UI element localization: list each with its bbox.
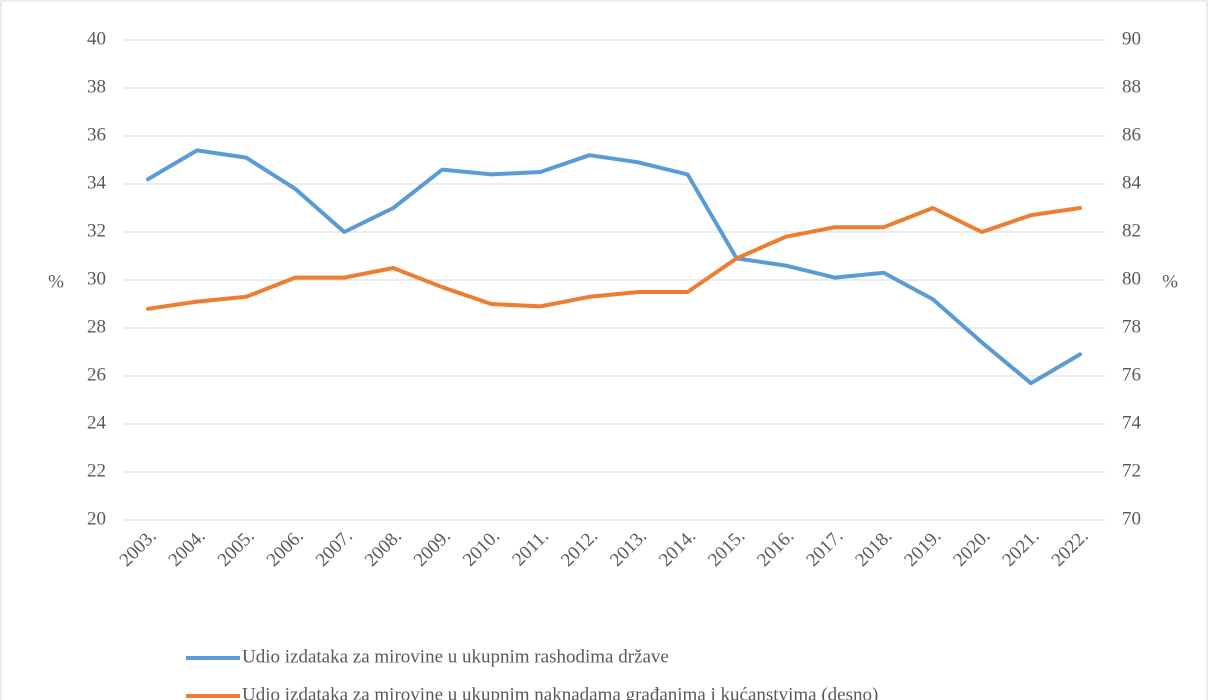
y-tick-label: 38 xyxy=(87,76,106,97)
y-tick-label: 20 xyxy=(87,508,106,529)
legend-label: Udio izdataka za mirovine u ukupnim nakn… xyxy=(242,684,878,700)
y2-tick-label: 90 xyxy=(1122,28,1141,49)
y2-tick-label: 88 xyxy=(1122,76,1141,97)
y-axis-label: % xyxy=(48,271,64,292)
y-tick-label: 28 xyxy=(87,316,106,337)
y2-tick-label: 84 xyxy=(1122,172,1142,193)
y-tick-label: 26 xyxy=(87,364,106,385)
y-tick-label: 24 xyxy=(87,412,107,433)
y2-tick-label: 70 xyxy=(1122,508,1141,529)
series-line xyxy=(146,148,1082,386)
y-tick-label: 40 xyxy=(87,28,106,49)
y2-tick-label: 80 xyxy=(1122,268,1141,289)
series-line xyxy=(146,206,1082,311)
y2-tick-label: 72 xyxy=(1122,460,1141,481)
y-tick-label: 36 xyxy=(87,124,106,145)
y2-tick-label: 82 xyxy=(1122,220,1141,241)
legend-label: Udio izdataka za mirovine u ukupnim rash… xyxy=(242,646,669,667)
y2-tick-label: 78 xyxy=(1122,316,1141,337)
y-tick-label: 30 xyxy=(87,268,106,289)
y2-tick-label: 76 xyxy=(1122,364,1141,385)
y2-axis-label: % xyxy=(1162,271,1178,292)
y2-tick-label: 86 xyxy=(1122,124,1141,145)
y-tick-label: 32 xyxy=(87,220,106,241)
y2-tick-label: 74 xyxy=(1122,412,1142,433)
y-tick-label: 34 xyxy=(87,172,107,193)
y-tick-label: 22 xyxy=(87,460,106,481)
